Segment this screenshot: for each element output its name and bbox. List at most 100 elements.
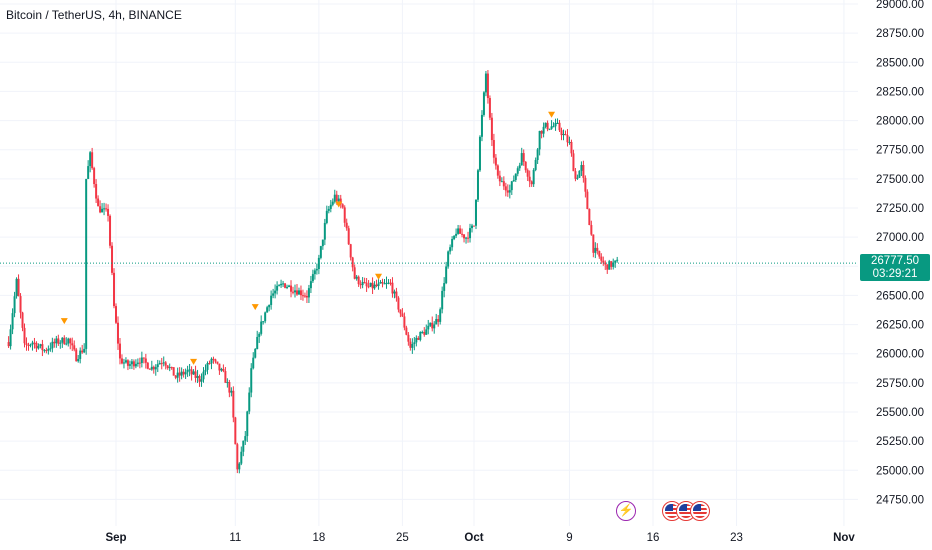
candle-body	[21, 312, 24, 328]
candle-body	[19, 296, 22, 313]
candle-body	[413, 342, 416, 344]
candle-body	[290, 285, 293, 292]
candle-body	[341, 204, 344, 208]
candle-body	[282, 283, 285, 285]
candle-body	[55, 338, 58, 344]
candle-body	[373, 284, 376, 289]
y-tick-label: 25500.00	[876, 407, 924, 419]
candle-body	[520, 153, 523, 166]
candle-body	[425, 329, 428, 335]
candle-body	[238, 463, 241, 470]
candle-body	[522, 153, 525, 162]
candle-body	[427, 325, 430, 330]
candle-body	[590, 225, 593, 235]
candle-body	[194, 371, 197, 378]
candle-body	[252, 357, 255, 369]
signal-markers	[60, 111, 556, 365]
candle-body	[471, 225, 474, 229]
candle-body	[67, 338, 70, 344]
candle-body	[409, 341, 412, 348]
candle-body	[435, 318, 438, 325]
candle-body	[381, 282, 384, 284]
candle-body	[476, 170, 479, 200]
candle-body	[116, 322, 119, 344]
candle-body	[572, 153, 575, 172]
candle-body	[278, 285, 281, 287]
candles-series	[7, 70, 619, 474]
candle-body	[576, 177, 579, 179]
x-tick-label: Sep	[105, 532, 126, 544]
candle-body	[538, 130, 541, 150]
candle-body	[498, 175, 501, 182]
candle-body	[250, 368, 253, 393]
candle-body	[49, 348, 52, 350]
candle-body	[459, 228, 462, 234]
candle-body	[596, 247, 599, 251]
candle-body	[329, 204, 332, 209]
candle-body	[87, 166, 90, 179]
x-tick-label: 16	[647, 532, 660, 544]
candle-body	[89, 152, 92, 167]
candle-body	[272, 293, 275, 296]
time-axis[interactable]: Sep 11 18 25 Oct 9 16 23 Nov	[105, 532, 855, 544]
candle-body	[600, 256, 603, 261]
candle-body	[156, 364, 159, 368]
candle-body	[69, 338, 72, 344]
candle-body	[544, 122, 547, 127]
signal-marker	[548, 111, 556, 118]
candle-body	[443, 283, 446, 291]
candle-body	[421, 331, 424, 333]
candle-body	[170, 367, 173, 369]
us-flag-icon[interactable]	[690, 501, 710, 521]
candle-body	[184, 372, 187, 375]
candle-body	[152, 366, 155, 370]
candle-body	[65, 343, 68, 345]
candle-body	[37, 346, 40, 349]
candle-body	[616, 259, 619, 261]
candle-body	[516, 168, 519, 174]
candle-body	[488, 98, 491, 118]
candle-body	[148, 368, 151, 370]
economic-events: ⚡	[616, 501, 726, 523]
candle-body	[357, 276, 360, 285]
bar-countdown-badge: 03:29:21	[860, 268, 930, 281]
candle-body	[614, 260, 617, 263]
candle-body	[264, 312, 267, 322]
candle-body	[73, 345, 76, 350]
candle-body	[305, 295, 308, 298]
candle-body	[118, 343, 121, 359]
candle-body	[482, 92, 485, 115]
candle-body	[441, 290, 444, 310]
candle-body	[240, 451, 243, 464]
candle-body	[592, 234, 595, 253]
candle-body	[79, 350, 82, 359]
candle-body	[347, 228, 350, 245]
y-tick-label: 28000.00	[876, 116, 924, 128]
candle-body	[234, 417, 237, 445]
candle-body	[367, 286, 370, 288]
candle-body	[39, 344, 42, 347]
candle-body	[602, 260, 605, 263]
lightning-icon[interactable]: ⚡	[616, 501, 636, 521]
candle-body	[542, 126, 545, 134]
candle-body	[510, 181, 513, 191]
x-tick-label: 18	[312, 532, 325, 544]
candle-body	[500, 181, 503, 183]
price-axis[interactable]: 29000.00 28750.00 28500.00 28250.00 28000.00…	[876, 0, 924, 506]
candle-body	[315, 269, 318, 271]
candle-body	[160, 363, 163, 365]
candle-body	[61, 337, 64, 343]
candle-body	[134, 363, 137, 367]
candle-body	[130, 361, 133, 365]
candle-body	[433, 324, 436, 329]
candle-body	[578, 170, 581, 178]
candle-body	[323, 222, 326, 240]
candle-body	[101, 208, 104, 213]
candle-body	[228, 382, 231, 393]
candle-body	[81, 350, 84, 353]
candle-body	[212, 358, 215, 360]
candle-body	[478, 136, 481, 171]
y-tick-label: 27750.00	[876, 145, 924, 157]
y-tick-label: 28500.00	[876, 57, 924, 69]
candle-body	[387, 282, 390, 284]
